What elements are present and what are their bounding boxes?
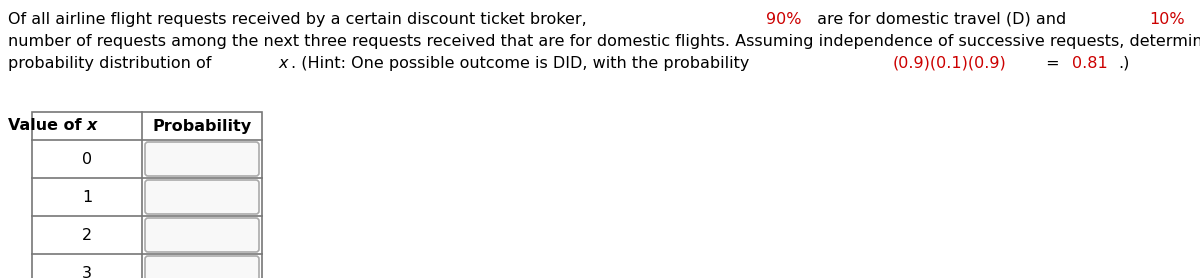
FancyBboxPatch shape xyxy=(145,218,259,252)
Text: .): .) xyxy=(1118,56,1129,71)
FancyBboxPatch shape xyxy=(145,142,259,176)
FancyBboxPatch shape xyxy=(145,256,259,278)
Text: are for international flights (I). Let: are for international flights (I). Let xyxy=(1195,12,1200,27)
Text: 90%: 90% xyxy=(767,12,802,27)
Text: (0.9)(0.1)(0.9): (0.9)(0.1)(0.9) xyxy=(893,56,1007,71)
Text: . (Hint: One possible outcome is DID, with the probability: . (Hint: One possible outcome is DID, wi… xyxy=(292,56,755,71)
Text: number of requests among the next three requests received that are for domestic : number of requests among the next three … xyxy=(8,34,1200,49)
Text: Of all airline flight requests received by a certain discount ticket broker,: Of all airline flight requests received … xyxy=(8,12,592,27)
FancyBboxPatch shape xyxy=(145,180,259,214)
Text: =: = xyxy=(1040,56,1064,71)
Text: 2: 2 xyxy=(82,227,92,242)
Text: Value of: Value of xyxy=(7,118,88,133)
Text: 10%: 10% xyxy=(1150,12,1184,27)
Text: 0.81: 0.81 xyxy=(1072,56,1108,71)
Text: Probability: Probability xyxy=(152,118,252,133)
Text: probability distribution of: probability distribution of xyxy=(8,56,216,71)
Text: x: x xyxy=(278,56,288,71)
Text: 0: 0 xyxy=(82,152,92,167)
Text: 1: 1 xyxy=(82,190,92,205)
Bar xyxy=(32,112,262,278)
Text: 3: 3 xyxy=(82,265,92,278)
Text: are for domestic travel (D) and: are for domestic travel (D) and xyxy=(812,12,1072,27)
Text: x: x xyxy=(88,118,97,133)
